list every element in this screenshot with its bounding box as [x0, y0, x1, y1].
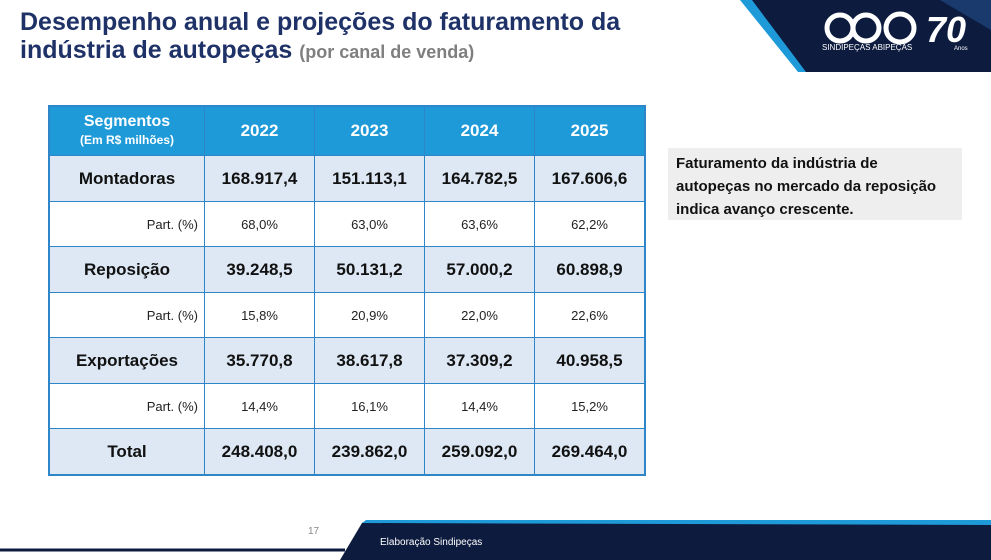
- cell: 38.617,8: [314, 337, 425, 384]
- title-line: indústria de autopeças: [20, 36, 293, 64]
- cell: 63,0%: [314, 201, 425, 247]
- corner-label: Segmentos: [83, 113, 171, 130]
- cell: 22,0%: [424, 292, 535, 338]
- cell: 37.309,2: [424, 337, 535, 384]
- table-row: Total 248.408,0 239.862,0 259.092,0 269.464,…: [48, 428, 646, 476]
- row-label: Part. (%): [48, 383, 205, 429]
- title-line: Desempenho anual e projeções do faturame…: [20, 8, 621, 36]
- cell: 151.113,1: [314, 155, 425, 202]
- cell: 14,4%: [424, 383, 535, 429]
- cell: 15,2%: [534, 383, 646, 429]
- cell: 239.862,0: [314, 428, 425, 476]
- corner-cell: Segmentos (Em R$ milhões): [48, 105, 205, 156]
- source: Elaboração Sindipeças: [380, 537, 483, 548]
- cell: 63,6%: [424, 201, 535, 247]
- cell: 62,2%: [534, 201, 646, 247]
- table-row: Exportações 35.770,8 38.617,8 37.309,2 40.95…: [48, 337, 646, 384]
- column-header: 2024: [424, 105, 535, 156]
- note-line: Faturamento da indústria de: [676, 155, 878, 172]
- cell: 40.958,5: [534, 337, 646, 384]
- logo: 70 SINDIPEÇAS ABIPEÇAS Anos: [740, 0, 991, 72]
- cell: 14,4%: [204, 383, 315, 429]
- cell: 16,1%: [314, 383, 425, 429]
- column-header: 2023: [314, 105, 425, 156]
- cell: 35.770,8: [204, 337, 315, 384]
- note-line: indica avanço crescente.: [676, 201, 854, 218]
- cell: 248.408,0: [204, 428, 315, 476]
- cell: 20,9%: [314, 292, 425, 338]
- cell: 68,0%: [204, 201, 315, 247]
- table-row: Part. (%) 15,8% 20,9% 22,0% 22,6%: [48, 292, 646, 338]
- cell: 164.782,5: [424, 155, 535, 202]
- cell: 269.464,0: [534, 428, 646, 476]
- header-row: Segmentos (Em R$ milhões) 2022 2023 2024 2025: [48, 105, 646, 156]
- cell: 259.092,0: [424, 428, 535, 476]
- table-row: Part. (%) 68,0% 63,0% 63,6% 62,2%: [48, 201, 646, 247]
- table-row: Reposição 39.248,5 50.131,2 57.000,2 60.898,…: [48, 246, 646, 293]
- cell: 57.000,2: [424, 246, 535, 293]
- row-label: Total: [48, 428, 205, 476]
- table-row: Part. (%) 14,4% 16,1% 14,4% 15,2%: [48, 383, 646, 429]
- row-label: Part. (%): [48, 201, 205, 247]
- logo-number: 70: [926, 9, 966, 50]
- row-label: Exportações: [48, 337, 205, 384]
- row-label: Reposição: [48, 246, 205, 293]
- cell: 15,8%: [204, 292, 315, 338]
- note-line: autopeças no mercado da reposição: [676, 178, 937, 195]
- row-label: Montadoras: [48, 155, 205, 202]
- corner-unit: (Em R$ milhões): [79, 133, 175, 147]
- column-header: 2022: [204, 105, 315, 156]
- footer-band: [0, 520, 991, 560]
- cell: 168.917,4: [204, 155, 315, 202]
- cell: 60.898,9: [534, 246, 646, 293]
- title: Desempenho anual e projeções do faturame…: [20, 8, 620, 66]
- cell: 22,6%: [534, 292, 646, 338]
- data-table: Segmentos (Em R$ milhões) 2022 2023 2024 2025…: [48, 105, 646, 476]
- note-box: Faturamento da indústria de autopeças no …: [668, 148, 962, 220]
- cell: 167.606,6: [534, 155, 646, 202]
- cell: 50.131,2: [314, 246, 425, 293]
- row-label: Part. (%): [48, 292, 205, 338]
- page-number: 17: [308, 526, 320, 537]
- subtitle: (por canal de venda): [299, 42, 475, 62]
- logo-anos: Anos: [954, 46, 968, 52]
- table-row: Montadoras 168.917,4 151.113,1 164.782,5 167…: [48, 155, 646, 202]
- column-header: 2025: [534, 105, 646, 156]
- cell: 39.248,5: [204, 246, 315, 293]
- logo-text: SINDIPEÇAS ABIPEÇAS: [822, 43, 912, 52]
